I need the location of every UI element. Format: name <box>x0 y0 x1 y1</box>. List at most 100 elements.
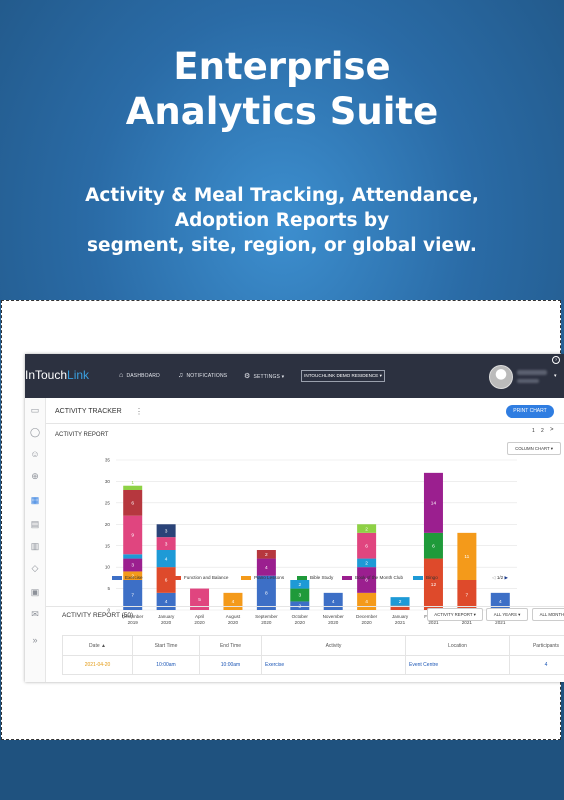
legend-bible-study[interactable]: Bible Study <box>297 575 333 580</box>
table-row[interactable]: 2021-04-20 10:00am 10:00am Exercise Even… <box>62 655 564 675</box>
col-start-time[interactable]: Start Time <box>132 635 200 656</box>
y-tick-label: 30 <box>105 479 111 484</box>
col-date[interactable]: Date ▲ <box>62 635 133 656</box>
nav-settings[interactable]: ⚙ SETTINGS ▾ <box>244 372 284 380</box>
legend-label: Exercise <box>125 575 143 580</box>
top-navbar: InTouchLink ⌂ DASHBOARD ♫ NOTIFICATIONS ⚙ S… <box>25 354 564 398</box>
data-label: 2 <box>131 573 134 579</box>
legend-bingo[interactable]: Bingo <box>413 575 438 580</box>
bar-chart-icon[interactable]: ▥ <box>30 541 40 551</box>
hero-title: Enterprise Analytics Suite <box>0 44 564 134</box>
data-label: 4 <box>232 599 235 605</box>
nav-dashboard[interactable]: ⌂ DASHBOARD <box>119 372 160 379</box>
bar-segment <box>323 592 343 610</box>
y-tick-label: 25 <box>105 500 111 505</box>
bar-segment <box>156 524 176 538</box>
data-label: 2 <box>298 582 301 588</box>
month-select[interactable]: ALL MONTHS ▾ <box>532 608 564 621</box>
year-select[interactable]: ALL YEARS ▾ <box>486 608 528 621</box>
legend-exercise[interactable]: Exercise <box>112 575 143 580</box>
user-icon[interactable]: ◯ <box>30 427 41 437</box>
data-label: 2 <box>265 552 268 558</box>
video-icon[interactable]: ▭ <box>30 405 40 415</box>
clipboard-icon[interactable]: ▤ <box>30 519 40 529</box>
pager-page-2[interactable]: 2 <box>541 428 544 434</box>
cell-start: 10:00am <box>132 655 200 675</box>
user-role-blurred <box>517 379 539 383</box>
bar-segment <box>123 571 143 580</box>
bar-segment <box>223 592 243 610</box>
help-icon[interactable]: ? <box>552 356 560 364</box>
bar-segment <box>390 605 410 610</box>
expand-icon[interactable]: » <box>32 635 38 645</box>
legend-swatch <box>241 575 251 580</box>
hero-title-line1: Enterprise <box>173 45 391 88</box>
col-activity[interactable]: Activity <box>261 635 406 656</box>
bar-segment <box>123 515 143 555</box>
gallery-icon[interactable]: ▣ <box>30 587 40 597</box>
x-tick-label: 2020 <box>161 620 172 625</box>
legend-pager[interactable]: ◁ 1/2 ▶ <box>492 575 508 581</box>
more-menu-icon[interactable]: ⋮ <box>135 407 143 416</box>
bar-segment <box>290 588 310 602</box>
data-label: 4 <box>332 599 335 605</box>
bar-segment <box>423 558 443 610</box>
col-end-time[interactable]: End Time <box>199 635 262 656</box>
x-tick-label: January <box>392 614 409 619</box>
chevron-down-icon[interactable]: ▾ <box>554 373 557 379</box>
app-logo[interactable]: InTouchLink <box>25 368 89 382</box>
bar-segment <box>256 558 276 576</box>
tag-icon[interactable]: ◇ <box>31 563 39 573</box>
x-tick-label: 2020 <box>328 620 339 625</box>
chart-type-select[interactable]: COLUMN CHART ▾ <box>507 442 561 455</box>
nav-notifications[interactable]: ♫ NOTIFICATIONS <box>178 372 227 379</box>
bar-segment <box>423 472 443 533</box>
data-label: 4 <box>265 565 268 571</box>
report-title: ACTIVITY REPORT (50) <box>62 612 134 619</box>
pager-page-1[interactable]: 1 <box>532 428 535 434</box>
bar-segment <box>123 554 143 559</box>
bar-segment <box>123 580 143 610</box>
x-tick-label: 2021 <box>395 620 406 625</box>
legend-label: Bingo <box>426 575 438 580</box>
cell-location[interactable]: Event Centre <box>405 655 510 675</box>
bar-segment <box>290 601 310 610</box>
activity-tracker-icon[interactable]: ⊕ <box>31 471 39 481</box>
x-tick-label: 2020 <box>261 620 272 625</box>
report-type-select[interactable]: ACTIVITY REPORT ▾ <box>427 608 483 621</box>
legend-swatch <box>413 575 423 580</box>
data-label: 6 <box>365 543 368 549</box>
logo-accent: Link <box>67 368 90 382</box>
bar-segment <box>357 592 377 610</box>
cell-activity[interactable]: Exercise <box>261 655 406 675</box>
residence-select[interactable]: INTOUCHLINK DEMO RESIDENCE ▾ <box>301 370 385 382</box>
hero-subtitle-line3: segment, site, region, or global view. <box>87 235 477 256</box>
data-label: 9 <box>131 533 134 539</box>
data-label: 14 <box>431 501 437 507</box>
activity-report-table: Date ▲ Start Time End Time Activity Loca… <box>62 635 564 675</box>
legend-pager-label: 1/2 <box>496 575 504 580</box>
x-tick-label: 2021 <box>495 620 506 625</box>
print-chart-button[interactable]: PRINT CHART <box>506 405 554 418</box>
mail-icon[interactable]: ✉ <box>31 609 39 619</box>
data-label: 3 <box>165 528 168 534</box>
contact-icon[interactable]: ☺ <box>30 449 40 459</box>
pager-next[interactable]: > <box>550 427 554 433</box>
user-name-blurred <box>517 370 547 375</box>
bar-segment <box>156 567 176 593</box>
legend-function-balance[interactable]: Function and Balance <box>171 575 228 580</box>
col-location[interactable]: Location <box>405 635 510 656</box>
x-tick-label: 2019 <box>128 620 139 625</box>
y-tick-label: 10 <box>105 565 111 570</box>
data-label: 2 <box>365 526 368 532</box>
col-participants[interactable]: Participants <box>509 635 564 656</box>
legend-book-club[interactable]: Book of the Month Club <box>342 575 403 580</box>
legend-label: Bible Study <box>310 575 334 580</box>
bar-segment <box>156 537 176 550</box>
calendar-icon[interactable]: ▦ <box>30 495 40 505</box>
x-tick-label: September <box>255 614 278 619</box>
x-tick-label: December <box>122 614 144 619</box>
avatar[interactable] <box>489 365 513 389</box>
legend-piano-lessons[interactable]: Piano Lessons <box>241 575 284 580</box>
y-tick-label: 5 <box>107 586 110 591</box>
